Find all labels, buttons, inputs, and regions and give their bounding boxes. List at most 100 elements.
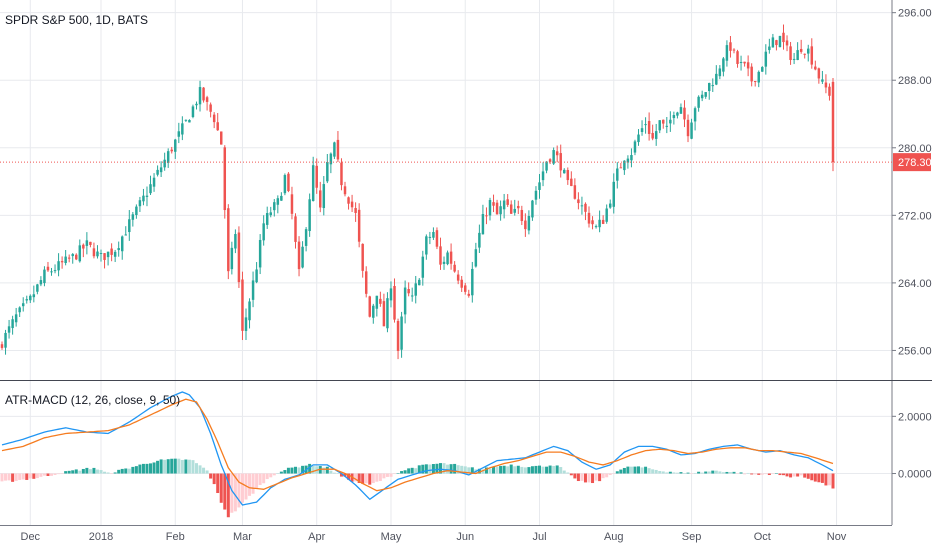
candle-body: [315, 165, 318, 188]
histogram-bar: [293, 466, 298, 474]
candle-body: [258, 239, 262, 268]
candle-body: [248, 301, 251, 321]
candle-body: [672, 115, 676, 119]
histogram-bar: [732, 471, 736, 474]
histogram-bar: [329, 470, 333, 474]
histogram-bar: [159, 459, 163, 474]
candle-body: [350, 201, 354, 208]
histogram-bar: [591, 473, 595, 484]
candle-body: [166, 151, 170, 163]
candle-body: [563, 169, 566, 174]
histogram-bar: [555, 465, 559, 474]
candle-body: [287, 173, 290, 192]
histogram-bar: [523, 467, 527, 474]
histogram-bar: [545, 466, 549, 474]
histogram-bar: [778, 473, 782, 476]
histogram-bar: [629, 466, 633, 474]
candle-body: [276, 198, 280, 205]
candle-body: [619, 167, 623, 169]
candle-body: [71, 254, 74, 257]
candle-body: [170, 149, 173, 152]
candle-body: [382, 301, 386, 327]
histogram-bar: [495, 466, 499, 474]
histogram-bar: [202, 467, 206, 474]
histogram-bar: [463, 466, 467, 474]
histogram-bar: [88, 469, 92, 474]
candle-body: [21, 303, 25, 307]
histogram-bar: [71, 470, 75, 474]
candle-body: [333, 142, 336, 157]
histogram-bar: [803, 473, 807, 478]
candle-body: [746, 62, 750, 69]
x-tick-label: Sep: [682, 531, 702, 543]
histogram-bar: [343, 473, 347, 477]
candle-body: [14, 314, 18, 323]
candle-body: [739, 61, 743, 64]
candle-body: [538, 182, 541, 190]
histogram-bar: [502, 465, 506, 474]
candle-body: [304, 229, 308, 246]
histogram-bar: [322, 467, 326, 474]
candle-body: [743, 61, 746, 64]
histogram-bar: [686, 472, 690, 474]
histogram-bar: [81, 468, 85, 474]
histogram-bar: [53, 473, 57, 475]
candle-body: [375, 295, 379, 309]
candle-body: [464, 285, 467, 292]
histogram-bar: [583, 473, 587, 483]
histogram-bar: [60, 473, 64, 475]
histogram-bar: [658, 471, 662, 474]
candle-body: [439, 246, 442, 265]
histogram-bar: [619, 469, 623, 474]
candle-body: [57, 261, 60, 271]
candle-body: [407, 289, 410, 294]
histogram-bar: [789, 473, 793, 478]
candle-body: [336, 139, 340, 160]
histogram-bar: [417, 465, 421, 474]
histogram-bar: [467, 467, 471, 474]
candle-body: [446, 252, 449, 265]
histogram-bar: [562, 470, 566, 474]
macd-tick-label: 2.0000: [898, 411, 932, 423]
candle-body: [418, 279, 421, 286]
candle-body: [707, 82, 711, 92]
histogram-bar: [74, 469, 78, 474]
histogram-bar: [92, 467, 96, 474]
histogram-bar: [385, 473, 389, 477]
histogram-bar: [534, 465, 538, 474]
candle-body: [368, 296, 371, 317]
histogram-bar: [28, 473, 32, 479]
candle-body: [814, 66, 817, 70]
candle-body: [676, 112, 679, 116]
histogram-bar: [424, 464, 428, 474]
candle-body: [573, 185, 577, 199]
last-price-tag: [893, 153, 931, 172]
histogram-bar: [138, 464, 142, 474]
candle-body: [799, 48, 803, 52]
histogram-bar: [566, 472, 570, 474]
histogram-bar: [95, 469, 99, 474]
candle-body: [527, 216, 531, 231]
histogram-bar: [431, 464, 435, 474]
histogram-bar: [403, 470, 407, 474]
candle-body: [174, 139, 177, 152]
histogram-bar: [120, 468, 124, 474]
histogram-bar: [67, 470, 71, 474]
histogram-bar: [184, 459, 188, 474]
histogram-bar: [700, 472, 704, 474]
x-tick-label: Feb: [166, 531, 185, 543]
histogram-bar: [598, 473, 602, 482]
candle-body: [198, 87, 202, 105]
candle-body: [654, 131, 658, 139]
candle-body: [605, 208, 608, 222]
histogram-bar: [18, 473, 22, 480]
histogram-bar: [290, 467, 294, 474]
histogram-bar: [187, 459, 191, 474]
histogram-bar: [760, 473, 764, 475]
candle-body: [290, 194, 294, 214]
histogram-bar: [637, 466, 641, 474]
histogram-bar: [460, 465, 464, 474]
candle-body: [435, 230, 439, 247]
histogram-bar: [180, 459, 184, 474]
